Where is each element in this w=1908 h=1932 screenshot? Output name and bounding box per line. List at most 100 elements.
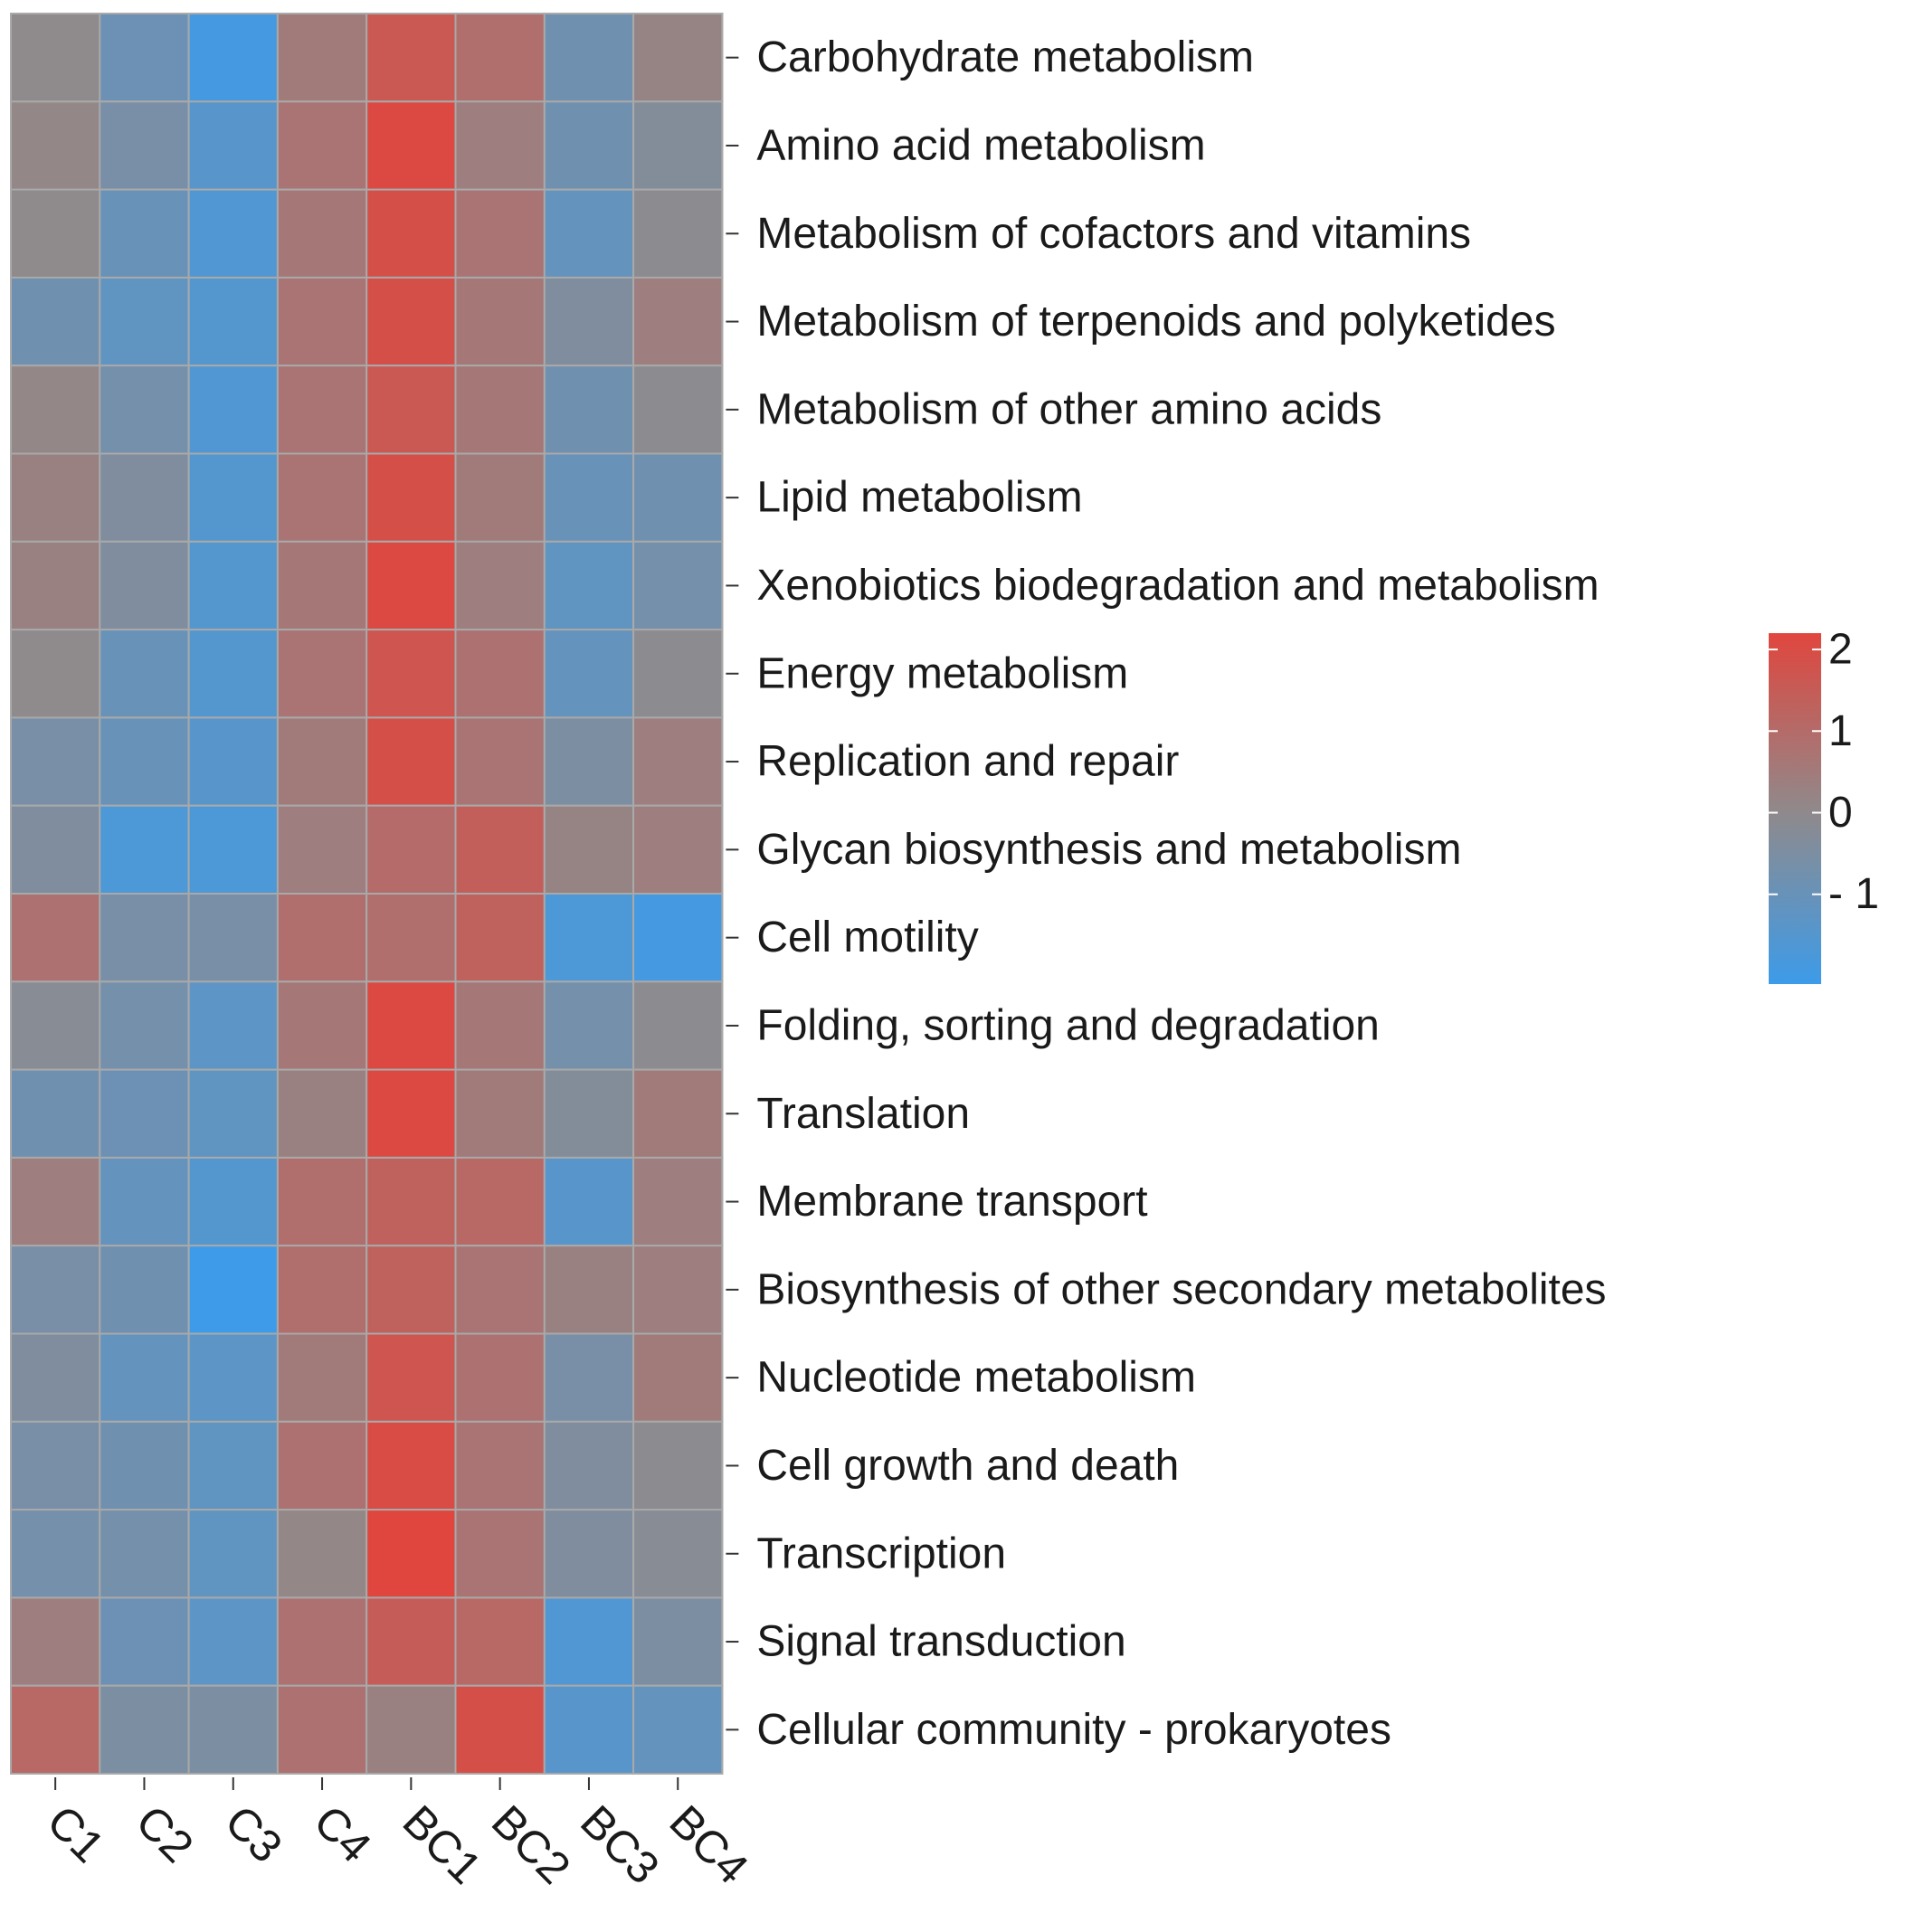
heatmap-cell [632, 100, 724, 191]
heatmap-cell [454, 188, 546, 279]
heatmap-cell [454, 629, 546, 719]
heatmap-cell [10, 188, 101, 279]
heatmap-cell [99, 1156, 190, 1247]
heatmap-cell [276, 13, 368, 103]
heatmap-cell [10, 804, 101, 895]
heatmap-cell [187, 1245, 279, 1335]
heatmap-cell [632, 452, 724, 543]
row-label: Metabolism of cofactors and vitamins [756, 210, 1471, 258]
heatmap-cell [454, 365, 546, 455]
legend-colorbar [1769, 633, 1821, 984]
heatmap-cell [99, 1245, 190, 1335]
row-label: Signal transduction [756, 1618, 1125, 1666]
heatmap-cell [187, 100, 279, 191]
heatmap-cell [632, 1420, 724, 1511]
heatmap-cell [276, 1332, 368, 1423]
row-label: Glycan biosynthesis and metabolism [756, 826, 1461, 874]
color-legend: 2 1 0 - 1 [1769, 626, 1879, 984]
heatmap-cell [99, 276, 190, 367]
heatmap-cell [365, 1068, 457, 1159]
heatmap-cell [99, 188, 190, 279]
heatmap-cell [276, 716, 368, 807]
legend-tick-label: - 1 [1828, 870, 1879, 918]
heatmap-cell [276, 540, 368, 631]
heatmap-cell [454, 716, 546, 807]
heatmap-cell [365, 1509, 457, 1599]
row-label: Replication and repair [756, 738, 1179, 786]
heatmap-cell [276, 629, 368, 719]
heatmap-cell [187, 1596, 279, 1687]
heatmap-cell [632, 893, 724, 983]
heatmap-cell [454, 540, 546, 631]
heatmap-cell [276, 100, 368, 191]
heatmap-cell [187, 188, 279, 279]
row-label: Nucleotide metabolism [756, 1354, 1196, 1402]
heatmap-cell [99, 980, 190, 1071]
heatmap-cell [10, 893, 101, 983]
heatmap-cell [99, 365, 190, 455]
heatmap-cell [543, 540, 635, 631]
heatmap-cell [365, 540, 457, 631]
heatmap-cell [454, 13, 546, 103]
heatmap-cell [454, 1332, 546, 1423]
heatmap-cell [10, 1245, 101, 1335]
heatmap-cell [276, 452, 368, 543]
heatmap-cell [543, 365, 635, 455]
row-label: Carbohydrate metabolism [756, 33, 1254, 81]
heatmap-cell [99, 804, 190, 895]
legend-tick-label: 2 [1828, 626, 1853, 674]
heatmap-cell [276, 276, 368, 367]
heatmap-cell [276, 1068, 368, 1159]
heatmap-cell [632, 1509, 724, 1599]
row-label: Metabolism of terpenoids and polyketides [756, 298, 1555, 346]
heatmap-cell [276, 980, 368, 1071]
heatmap-cell [187, 1684, 279, 1775]
heatmap-cell [454, 1245, 546, 1335]
heatmap-cell [543, 980, 635, 1071]
heatmap-cell [365, 100, 457, 191]
heatmap-cell [365, 188, 457, 279]
heatmap-cell [187, 13, 279, 103]
heatmap-cell [543, 1420, 635, 1511]
heatmap-cell [365, 452, 457, 543]
heatmap-cell [187, 1068, 279, 1159]
heatmap-cell [543, 1509, 635, 1599]
column-label: BC3 [571, 1795, 669, 1893]
heatmap-cell [632, 1684, 724, 1775]
heatmap-cell [276, 1245, 368, 1335]
heatmap-cell [10, 1420, 101, 1511]
heatmap-cell [365, 893, 457, 983]
heatmap-cell [632, 1156, 724, 1247]
heatmap-cell [632, 365, 724, 455]
heatmap-cell [276, 1684, 368, 1775]
row-labels: Carbohydrate metabolism Amino acid metabo… [726, 33, 1607, 1754]
heatmap-cell [454, 1420, 546, 1511]
heatmap-cell [365, 365, 457, 455]
heatmap-cell [10, 1509, 101, 1599]
row-label: Biosynthesis of other secondary metaboli… [756, 1265, 1606, 1313]
heatmap-cell [454, 980, 546, 1071]
heatmap-cell [99, 540, 190, 631]
row-label: Folding, sorting and degradation [756, 1001, 1379, 1049]
heatmap-cell [10, 452, 101, 543]
heatmap-cell [632, 716, 724, 807]
heatmap-cell [543, 1684, 635, 1775]
heatmap-cell [543, 1156, 635, 1247]
heatmap-cell [187, 893, 279, 983]
heatmap-cell [365, 1156, 457, 1247]
heatmap-cell [99, 1596, 190, 1687]
heatmap-cell [10, 13, 101, 103]
heatmap-cell [454, 452, 546, 543]
heatmap-cell [10, 980, 101, 1071]
heatmap-cell [99, 452, 190, 543]
row-label: Cell motility [756, 914, 978, 961]
heatmap-cell [543, 276, 635, 367]
row-label: Membrane transport [756, 1178, 1147, 1226]
heatmap-cell [632, 276, 724, 367]
heatmap-cell [454, 1156, 546, 1247]
heatmap-cell [187, 276, 279, 367]
heatmap-cell [187, 1509, 279, 1599]
heatmap-cell [276, 1420, 368, 1511]
heatmap-cell [187, 1332, 279, 1423]
heatmap-cell [543, 13, 635, 103]
